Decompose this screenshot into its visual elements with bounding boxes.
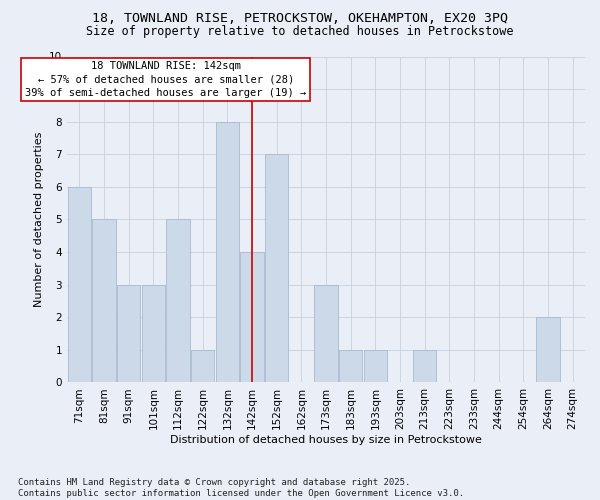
Text: 18 TOWNLAND RISE: 142sqm
← 57% of detached houses are smaller (28)
39% of semi-d: 18 TOWNLAND RISE: 142sqm ← 57% of detach… [25, 62, 307, 98]
Bar [364, 350, 387, 382]
Bar [241, 252, 264, 382]
Y-axis label: Number of detached properties: Number of detached properties [34, 132, 44, 307]
Bar [339, 350, 362, 382]
Bar [117, 284, 140, 382]
Text: 18, TOWNLAND RISE, PETROCKSTOW, OKEHAMPTON, EX20 3PQ: 18, TOWNLAND RISE, PETROCKSTOW, OKEHAMPT… [92, 12, 508, 26]
Bar [191, 350, 214, 382]
Bar [166, 220, 190, 382]
Bar [314, 284, 338, 382]
Bar [142, 284, 165, 382]
X-axis label: Distribution of detached houses by size in Petrockstowe: Distribution of detached houses by size … [170, 435, 482, 445]
Bar [92, 220, 116, 382]
Bar [68, 187, 91, 382]
Bar [265, 154, 289, 382]
Text: Contains HM Land Registry data © Crown copyright and database right 2025.
Contai: Contains HM Land Registry data © Crown c… [18, 478, 464, 498]
Text: Size of property relative to detached houses in Petrockstowe: Size of property relative to detached ho… [86, 25, 514, 38]
Bar [536, 318, 560, 382]
Bar [413, 350, 436, 382]
Bar [215, 122, 239, 382]
